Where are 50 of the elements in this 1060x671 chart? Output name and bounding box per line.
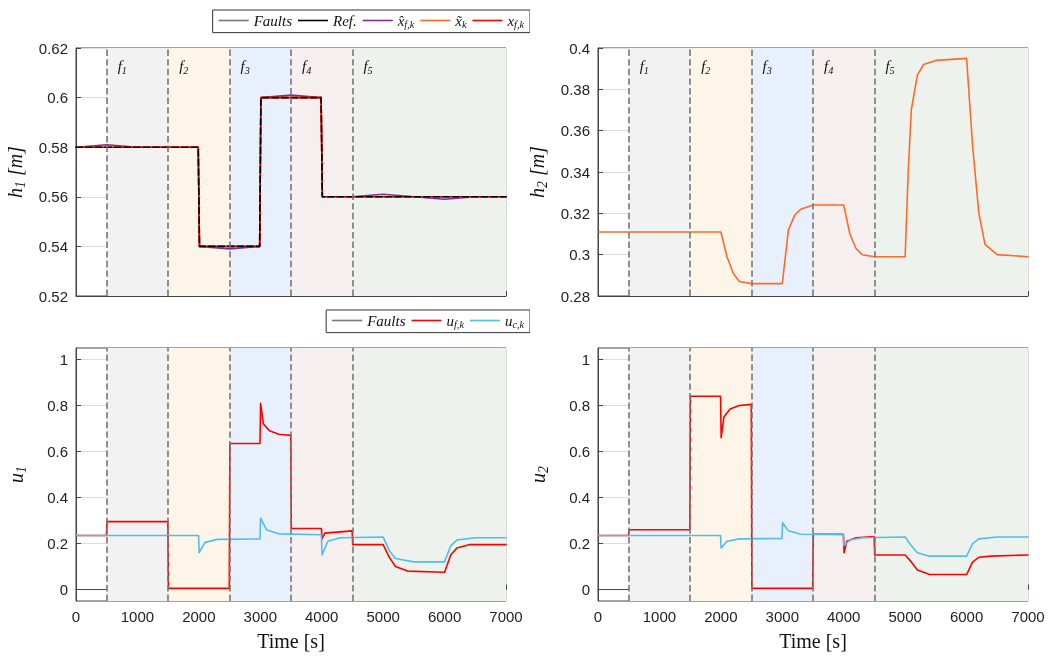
y-tick-label: 0.38 (560, 80, 590, 98)
x-tick-label: 0 (593, 608, 603, 625)
x-tick-label: 6000 (949, 608, 984, 625)
y-tick-label: 0.54 (38, 237, 68, 255)
y-tick-label: 0.32 (560, 204, 590, 222)
y-tick-label: 0 (581, 581, 590, 598)
x-tick-label: 1000 (120, 608, 155, 625)
y-tick-label: 0.3 (569, 246, 590, 264)
x-tick-label: 4000 (305, 608, 339, 625)
y-tick-label: 0.36 (560, 122, 590, 140)
legend-label: Faults (252, 12, 293, 29)
y-tick-label: 0.2 (47, 535, 68, 552)
y-tick-label: 0.28 (560, 287, 590, 305)
x-tick-label: 1000 (642, 608, 677, 625)
x-tick-label: 7000 (1011, 608, 1045, 625)
y-tick-label: 0.8 (569, 397, 590, 414)
y-axis-title: h1 [m] (4, 146, 29, 198)
y-axis-title: u2 (526, 465, 551, 483)
legend-label: Ref. (331, 12, 357, 29)
y-axis-title: u1 (4, 466, 29, 483)
y-tick-label: 0 (59, 581, 68, 598)
y-tick-label: 0.62 (38, 39, 68, 57)
y-tick-label: 0.6 (569, 443, 590, 460)
x-tick-label: 5000 (888, 608, 922, 625)
x-tick-label: 3000 (243, 608, 277, 625)
y-tick-label: 0.56 (38, 188, 68, 206)
x-tick-label: 3000 (765, 608, 799, 625)
y-tick-label: 0.34 (560, 163, 590, 181)
x-axis-title: Time [s] (779, 630, 847, 652)
y-tick-label: 1 (581, 351, 590, 368)
y-tick-label: 0.6 (47, 443, 68, 460)
x-tick-label: 4000 (827, 608, 861, 625)
legend-label: Faults (366, 312, 406, 329)
x-tick-label: 6000 (427, 608, 462, 625)
x-tick-label: 2000 (704, 608, 738, 625)
y-tick-label: 0.4 (47, 489, 68, 506)
y-tick-label: 0.8 (47, 397, 68, 414)
y-tick-label: 0.52 (38, 287, 68, 305)
y-tick-label: 0.58 (38, 138, 68, 156)
x-tick-label: 0 (71, 608, 81, 625)
x-axis-title: Time [s] (257, 630, 325, 652)
y-tick-label: 0.4 (569, 489, 590, 506)
y-tick-label: 0.4 (569, 39, 590, 57)
x-tick-label: 2000 (182, 608, 216, 625)
y-axis-title: h2 [m] (526, 146, 551, 198)
x-tick-label: 7000 (489, 608, 523, 625)
y-tick-label: 0.6 (47, 89, 68, 107)
x-tick-label: 5000 (366, 608, 400, 625)
y-tick-label: 1 (59, 351, 68, 368)
y-tick-label: 0.2 (569, 535, 590, 552)
